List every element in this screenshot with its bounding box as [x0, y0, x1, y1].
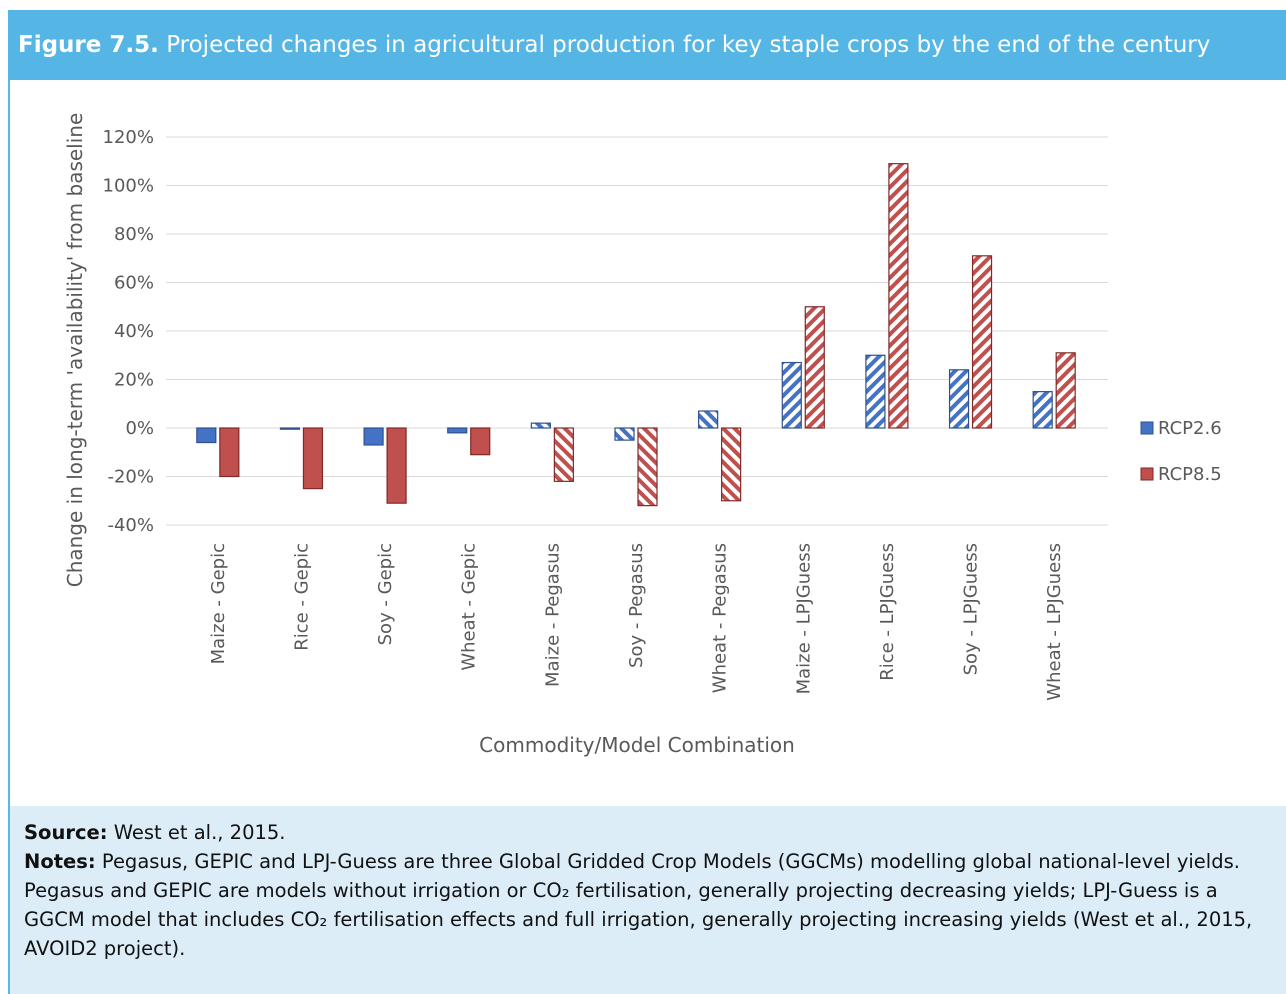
bar	[1032, 391, 1053, 429]
bar	[386, 427, 407, 504]
bar	[637, 427, 658, 507]
x-tick-label: Wheat - Gepic	[459, 543, 480, 671]
x-tick-label: Soy - Gepic	[375, 543, 396, 645]
bar	[447, 427, 468, 434]
x-tick-label: Soy - Pegasus	[626, 543, 647, 668]
x-tick-label: Maize - Pegasus	[542, 543, 563, 687]
x-tick-label: Rice - Gepic	[291, 543, 312, 651]
y-tick-label: 40%	[114, 321, 154, 342]
figure-frame	[8, 10, 1286, 994]
x-tick-label: Wheat - Pegasus	[710, 543, 731, 693]
y-tick-label: 80%	[114, 224, 154, 245]
bar	[530, 422, 551, 429]
figure-header: Figure 7.5. Projected changes in agricul…	[8, 10, 1286, 80]
y-tick-label: 0%	[125, 418, 154, 439]
source-label: Source:	[24, 821, 108, 844]
notes-label: Notes:	[24, 850, 96, 873]
chart: -40% -20% 0% 20% 40% 60% 80% 100% 120% Maize - Ge…	[63, 113, 1222, 757]
notes: Notes: Pegasus, GEPIC and LPJ-Guess are …	[24, 847, 1272, 963]
bar	[781, 361, 802, 429]
legend-swatch	[1140, 421, 1154, 435]
bar	[888, 163, 909, 429]
notes-box: Source: West et al., 2015. Notes: Pegasu…	[10, 806, 1286, 994]
bar	[698, 410, 719, 429]
source-text: West et al., 2015.	[113, 821, 286, 844]
x-tick-label: Maize - LPJGuess	[793, 543, 814, 694]
bar	[302, 427, 324, 490]
bar	[614, 427, 635, 441]
y-tick-label: -40%	[107, 515, 154, 536]
legend-label: RCP8.5	[1158, 464, 1222, 485]
x-tick-label: Rice - LPJGuess	[877, 543, 898, 681]
x-tick-label: Soy - LPJGuess	[961, 543, 982, 675]
bar	[804, 306, 825, 429]
bar	[279, 427, 301, 430]
y-tick-label: -20%	[107, 467, 154, 488]
bar	[1055, 352, 1076, 429]
bar	[470, 427, 491, 456]
bar	[363, 427, 384, 446]
bar	[196, 427, 217, 444]
x-tick-label: Wheat - LPJGuess	[1044, 543, 1065, 701]
y-tick-label: 120%	[103, 127, 154, 148]
x-tick-label: Maize - Gepic	[208, 543, 229, 664]
notes-text: Pegasus, GEPIC and LPJ-Guess are three G…	[24, 850, 1253, 960]
x-axis-title: Commodity/Model Combination	[479, 733, 795, 757]
bar	[865, 354, 886, 429]
legend-swatch	[1140, 467, 1154, 481]
y-tick-label: 100%	[103, 176, 154, 197]
y-axis-title: Change in long-term 'availability' from …	[63, 113, 87, 588]
figure-label: Figure 7.5.	[18, 32, 159, 58]
y-tick-label: 20%	[114, 370, 154, 391]
bar	[219, 427, 240, 478]
bar	[971, 255, 993, 429]
bar	[948, 369, 970, 429]
bar	[721, 427, 742, 502]
bar	[553, 427, 574, 482]
figure-title: Projected changes in agricultural produc…	[166, 32, 1211, 58]
legend-label: RCP2.6	[1158, 418, 1222, 439]
y-tick-label: 60%	[114, 273, 154, 294]
source: Source: West et al., 2015.	[24, 818, 1272, 847]
